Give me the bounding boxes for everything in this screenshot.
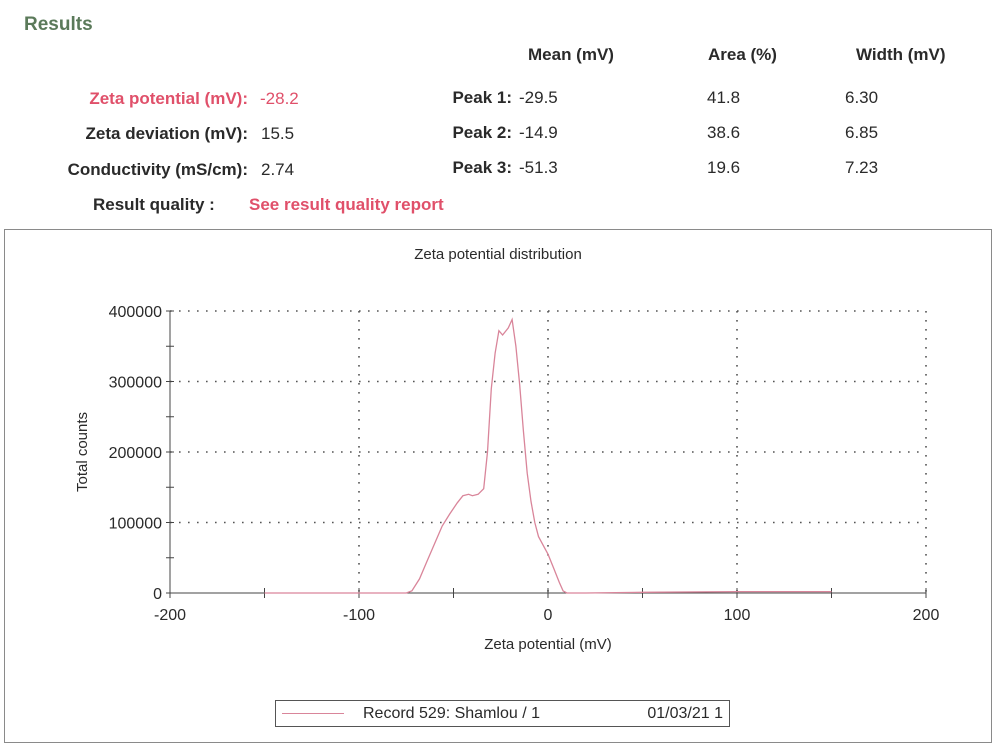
- svg-text:100: 100: [724, 607, 751, 624]
- peaks-header-area: Area (%): [708, 45, 777, 64]
- results-heading: Results: [24, 14, 93, 35]
- peak-width: 6.30: [845, 88, 879, 107]
- peaks-header-width: Width (mV): [856, 45, 946, 64]
- peak-mean: -51.3: [519, 158, 558, 177]
- svg-text:300000: 300000: [109, 375, 162, 392]
- peak-label: Peak 1:: [452, 88, 512, 107]
- chart-tick-labels: 0 100000 200000 300000 400000 -200 -100 0 100 200: [109, 304, 940, 624]
- svg-text:0: 0: [153, 586, 162, 603]
- peak-area: 38.6: [707, 123, 741, 142]
- legend-series-label: Record 529: Shamlou / 1: [363, 705, 540, 722]
- legend-date: 01/03/21 1: [647, 705, 723, 722]
- peaks-header-mean: Mean (mV): [528, 45, 614, 64]
- chart-legend: Record 529: Shamlou / 1 01/03/21 1: [275, 700, 730, 727]
- series-line: [264, 317, 832, 594]
- chart-axes: [166, 310, 927, 598]
- peak-label: Peak 3:: [452, 158, 512, 177]
- peak-width: 7.23: [845, 158, 879, 177]
- conductivity-value: 2.74: [261, 160, 295, 179]
- peak-area: 19.6: [707, 158, 741, 177]
- svg-text:100000: 100000: [109, 516, 162, 533]
- svg-text:0: 0: [544, 607, 553, 624]
- chart-grid: [170, 310, 927, 593]
- zeta-potential-value: -28.2: [260, 89, 299, 108]
- chart-title: Zeta potential distribution: [414, 246, 582, 263]
- svg-text:200000: 200000: [109, 445, 162, 462]
- zeta-deviation-value: 15.5: [261, 124, 295, 143]
- svg-text:400000: 400000: [109, 304, 162, 321]
- svg-text:200: 200: [913, 607, 940, 624]
- peak-label: Peak 2:: [452, 123, 512, 142]
- svg-text:-200: -200: [154, 607, 186, 624]
- peak-area: 41.8: [707, 88, 741, 107]
- chart-frame: [4, 229, 992, 743]
- result-quality-report-link[interactable]: See result quality report: [249, 195, 444, 214]
- zeta-potential-label: Zeta potential (mV):: [89, 89, 248, 108]
- x-axis-label: Zeta potential (mV): [484, 636, 612, 653]
- svg-text:-100: -100: [343, 607, 375, 624]
- zeta-deviation-label: Zeta deviation (mV):: [85, 124, 248, 143]
- conductivity-label: Conductivity (mS/cm):: [67, 160, 248, 179]
- result-quality-label: Result quality :: [93, 195, 215, 214]
- legend-series-swatch: [282, 713, 344, 714]
- peak-width: 6.85: [845, 123, 879, 142]
- peak-mean: -14.9: [519, 123, 558, 142]
- y-axis-label: Total counts: [74, 412, 91, 492]
- peak-mean: -29.5: [519, 88, 558, 107]
